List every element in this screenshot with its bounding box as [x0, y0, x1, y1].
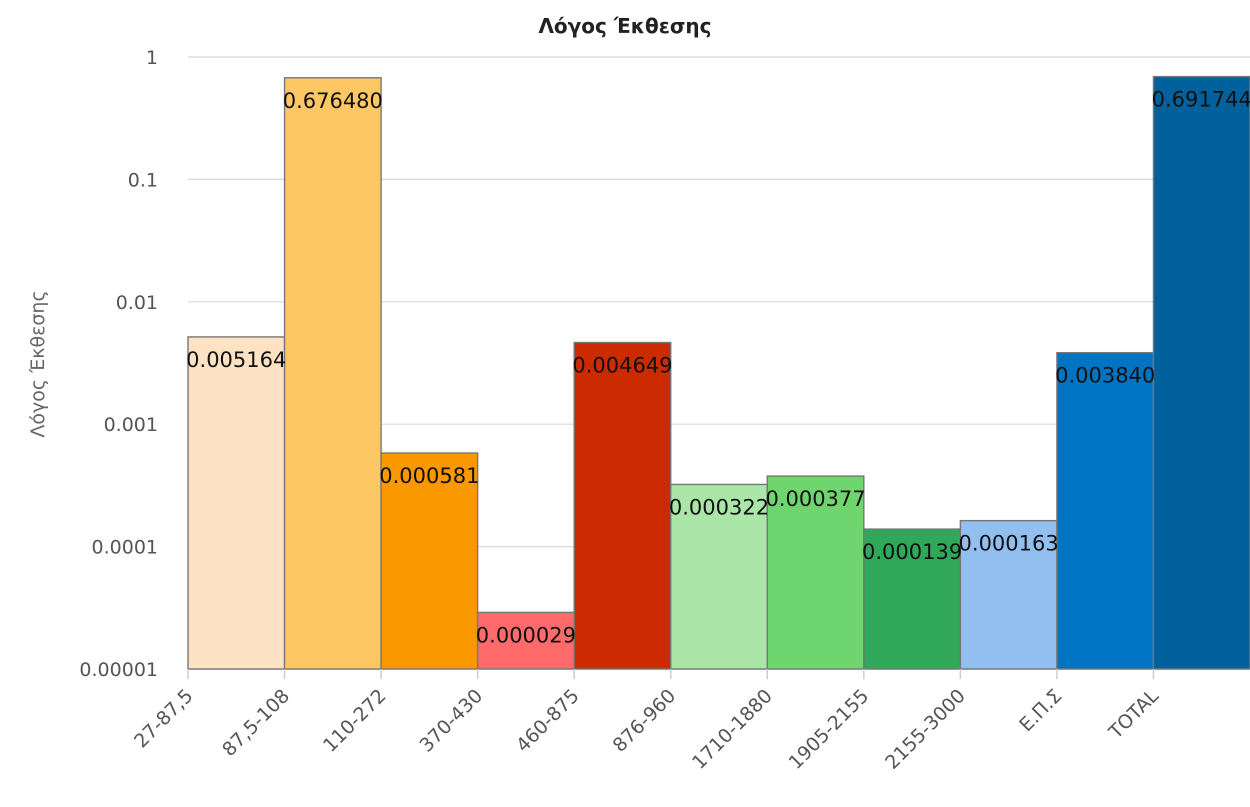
data-label: 0.000322 — [669, 495, 769, 519]
data-label: 0.000139 — [862, 540, 962, 564]
bar — [283, 77, 382, 670]
data-label: 0.000581 — [379, 464, 479, 488]
bars — [187, 75, 1250, 670]
y-axis-label: Λόγος Έκθεσης — [27, 290, 49, 437]
bar — [670, 483, 768, 670]
x-tick-label: Ε.Π.Σ — [1015, 685, 1066, 736]
bar — [959, 519, 1058, 670]
x-tick-label: 87,5-108 — [218, 685, 294, 761]
y-tick-label: 0.01 — [116, 292, 158, 314]
y-tick-labels: 1 0.1 0.01 0.001 0.0001 0.00001 — [79, 47, 158, 681]
y-tick-label: 0.0001 — [92, 537, 158, 559]
data-label: 0.005164 — [186, 348, 286, 372]
x-tick-label: 370-430 — [415, 685, 487, 757]
y-tick-label: 0.001 — [104, 414, 158, 436]
bar — [1056, 351, 1155, 670]
x-tick-label: 27-87,5 — [130, 685, 197, 752]
data-label: 0.000377 — [765, 487, 865, 511]
x-tick-label: 2155-3000 — [881, 685, 970, 774]
data-label: 0.004649 — [572, 354, 672, 378]
bar — [1152, 75, 1250, 670]
chart-title: Λόγος Έκθεσης — [538, 14, 711, 38]
data-label: 0.676480 — [283, 89, 383, 113]
data-label: 0.691744 — [1152, 88, 1250, 112]
data-label: 0.000029 — [476, 623, 576, 647]
x-tick-labels: 27-87,5 87,5-108 110-272 370-430 460-875 876-… — [130, 669, 1163, 774]
x-tick-label: 460-875 — [512, 685, 584, 757]
x-tick-label: TOTAL — [1104, 685, 1163, 744]
data-label: 0.000163 — [959, 532, 1059, 556]
y-tick-label: 0.1 — [128, 169, 158, 191]
x-tick-label: 1905-2155 — [785, 685, 874, 774]
bar — [476, 611, 575, 670]
bar — [187, 336, 286, 670]
y-tick-label: 1 — [146, 47, 158, 69]
x-tick-label: 1710-1880 — [688, 685, 777, 774]
x-tick-label: 110-272 — [319, 685, 391, 757]
x-tick-label: 876-960 — [609, 685, 681, 757]
data-label: 0.003840 — [1055, 364, 1155, 388]
bar — [573, 341, 672, 670]
y-tick-label: 0.00001 — [79, 659, 158, 681]
bar — [380, 452, 479, 670]
data-labels: 0.005164 0.676480 0.000581 0.000029 0.004649… — [186, 88, 1250, 648]
